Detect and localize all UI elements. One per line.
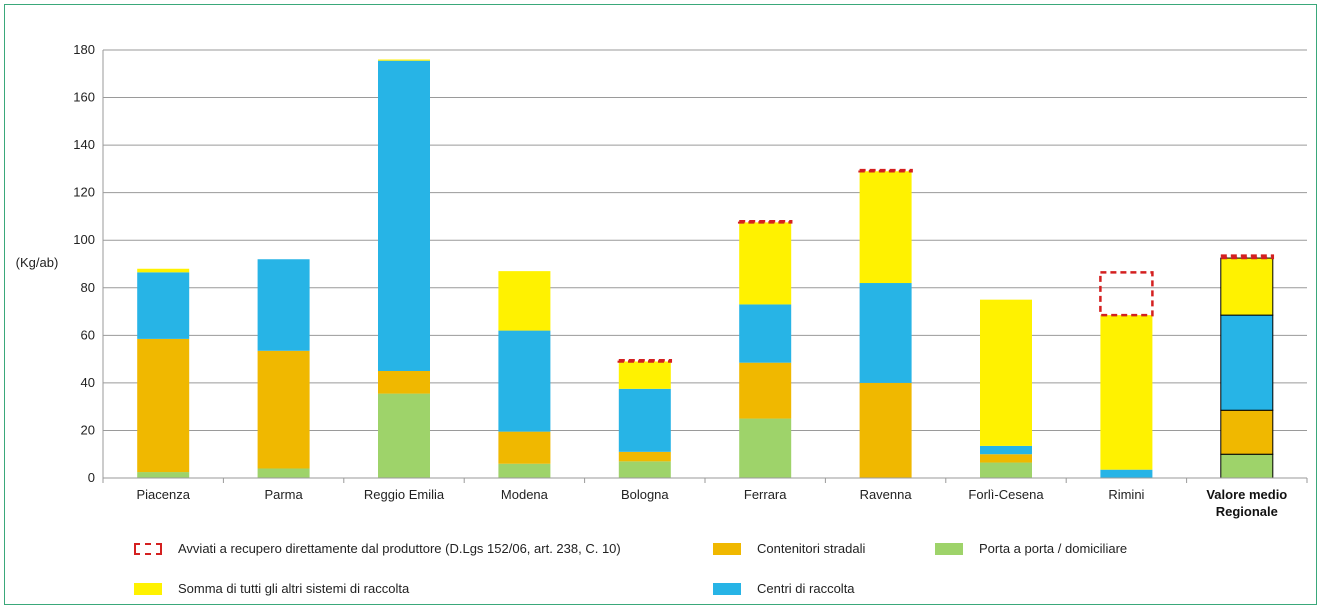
bar-ravenna-series-1 (859, 382, 912, 478)
bar-bologna-series-1 (618, 451, 671, 462)
x-tick-label-rimini: Rimini (1108, 487, 1144, 502)
legend-swatch-porta-a-porta (935, 542, 963, 555)
bar-piacenza-series-2 (137, 272, 190, 339)
bar-bologna-series-0 (618, 461, 671, 478)
legend-item-contenitori: Contenitori stradali (713, 541, 865, 556)
x-tick-label-reggio-emilia: Reggio Emilia (364, 487, 445, 502)
legend-label-contenitori: Contenitori stradali (757, 541, 866, 556)
bar-piacenza-series-3 (137, 268, 190, 273)
y-axis-label: (Kg/ab) (16, 255, 59, 270)
bar-rimini-series-2 (1100, 469, 1153, 478)
legend-item-altri-sistemi: Somma di tutti gli altri sistemi di racc… (134, 581, 409, 596)
x-tick-label-parma: Parma (264, 487, 303, 502)
y-tick-label-120: 120 (73, 185, 95, 200)
bar-piacenza-series-0 (137, 472, 190, 478)
bar-ferrara-series-3 (739, 222, 792, 305)
bar-valore-medio-regionale-series-0 (1220, 453, 1274, 479)
stacked-bar-chart: 0 20 40 60 80 100 120 140 160 180 (Kg/ab) Piacenza P… (16, 42, 1308, 519)
y-tick-label-20: 20 (81, 422, 95, 437)
bar-ravenna-producer (858, 168, 913, 173)
bar-parma-series-2 (257, 259, 310, 351)
legend-label-producer: Avviati a recupero direttamente dal prod… (178, 541, 621, 556)
bar-parma-series-1 (257, 350, 310, 469)
x-tick-label-ravenna: Ravenna (860, 487, 913, 502)
legend-item-porta-a-porta: Porta a porta / domiciliare (935, 541, 1127, 556)
chart-frame: 0 20 40 60 80 100 120 140 160 180 (Kg/ab) Piacenza P… (4, 4, 1317, 605)
bar-ferrara-series-0 (739, 418, 792, 478)
y-tick-label-100: 100 (73, 232, 95, 247)
legend-label-altri-sistemi: Somma di tutti gli altri sistemi di racc… (178, 581, 410, 596)
legend-label-porta-a-porta: Porta a porta / domiciliare (979, 541, 1128, 556)
y-tick-label-40: 40 (81, 375, 95, 390)
bar-ravenna-series-2 (859, 283, 912, 383)
x-tick-label-forl-cesena: Forlì-Cesena (968, 487, 1044, 502)
y-tick-label-140: 140 (73, 137, 95, 152)
bar-modena-series-3 (498, 271, 551, 331)
bar-reggio-emilia-series-0 (378, 393, 430, 478)
bar-valore-medio-regionale-producer (1219, 254, 1275, 260)
bar-rimini-series-3 (1100, 315, 1153, 470)
bar-reggio-emilia-series-1 (378, 371, 430, 394)
x-tick-label-valore-medio-regionale-0: Valore medio (1206, 487, 1287, 502)
bar-valore-medio-regionale-series-2 (1220, 314, 1274, 411)
legend-item-producer: Avviati a recupero direttamente dal prod… (134, 541, 621, 556)
x-tick-label-bologna: Bologna (621, 487, 669, 502)
bar-parma-series-0 (257, 468, 310, 478)
bar-ferrara-series-1 (739, 362, 792, 419)
bar-modena-series-1 (498, 431, 551, 464)
legend-swatch-altri-sistemi (134, 582, 162, 595)
y-tick-label-80: 80 (81, 280, 95, 295)
legend-label-centri: Centri di raccolta (757, 581, 855, 596)
bar-forl-cesena-series-1 (980, 454, 1032, 463)
bar-reggio-emilia-series-3 (378, 59, 430, 61)
bar-forl-cesena-series-3 (980, 299, 1032, 446)
bar-modena-series-0 (498, 463, 551, 478)
legend-swatch-producer (134, 542, 162, 555)
bar-valore-medio-regionale-series-1 (1220, 409, 1274, 455)
bar-bologna-producer (617, 359, 673, 363)
y-tick-label-160: 160 (73, 90, 95, 105)
bar-valore-medio-regionale-series-3 (1220, 257, 1274, 316)
bar-bologna-series-2 (618, 388, 671, 452)
x-tick-label-modena: Modena (501, 487, 549, 502)
bar-ferrara-producer (737, 219, 793, 224)
bar-ferrara-series-2 (739, 304, 792, 363)
bar-forl-cesena-series-2 (980, 445, 1032, 455)
legend-item-centri: Centri di raccolta (713, 581, 855, 596)
bar-bologna-series-3 (618, 361, 671, 389)
bar-rimini-producer (1099, 271, 1154, 317)
bar-modena-series-2 (498, 330, 551, 432)
bar-forl-cesena-series-0 (980, 462, 1032, 478)
y-tick-label-0: 0 (88, 470, 95, 485)
bar-reggio-emilia-series-2 (378, 60, 430, 371)
legend-swatch-contenitori (713, 542, 741, 555)
y-tick-label-60: 60 (81, 327, 95, 342)
x-tick-label-piacenza: Piacenza (136, 487, 190, 502)
y-tick-label-180: 180 (73, 42, 95, 57)
x-tick-label-ferrara: Ferrara (744, 487, 787, 502)
bar-piacenza-series-1 (137, 338, 190, 473)
bar-ravenna-series-3 (859, 171, 912, 284)
legend-swatch-centri (713, 582, 741, 595)
x-tick-label-valore-medio-regionale-1: Regionale (1216, 504, 1278, 519)
